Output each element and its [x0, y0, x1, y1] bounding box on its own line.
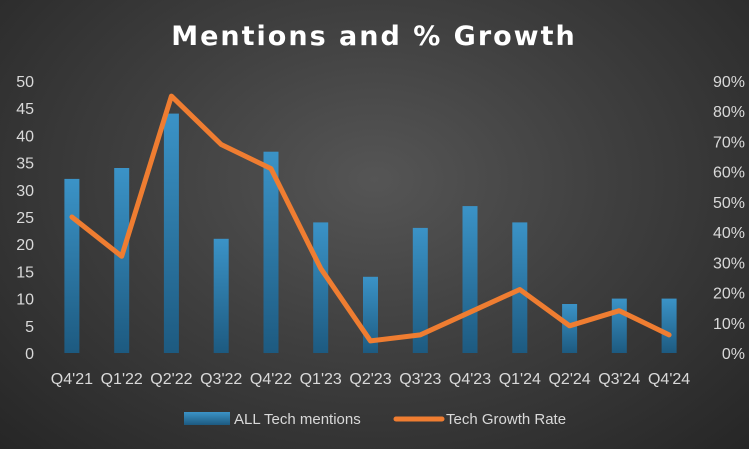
left-tick-label: 50: [16, 74, 34, 91]
left-tick-label: 45: [16, 101, 34, 118]
bar-2: [163, 113, 179, 353]
right-tick-label: 50%: [713, 195, 745, 212]
left-tick-label: 5: [25, 319, 34, 336]
x-tick-label: Q2'22: [150, 371, 192, 388]
legend-label-bars: ALL Tech mentions: [234, 411, 361, 428]
x-tick-label: Q4'24: [648, 371, 690, 388]
line-series: [69, 93, 672, 344]
x-tick-label: Q3'24: [598, 371, 640, 388]
left-tick-label: 25: [16, 210, 34, 227]
x-tick-label: Q2'23: [349, 371, 391, 388]
left-axis: 0 5 10 15 20 25 30 35 40 45 50: [16, 74, 34, 363]
x-tick-label: Q3'22: [200, 371, 242, 388]
left-tick-label: 0: [25, 346, 34, 363]
x-tick-label: Q1'23: [300, 371, 342, 388]
bar-10: [562, 304, 578, 353]
x-tick-label: Q4'22: [250, 371, 292, 388]
x-tick-label: Q4'23: [449, 371, 491, 388]
left-tick-label: 40: [16, 128, 34, 145]
bar-12: [661, 298, 677, 353]
right-tick-label: 40%: [713, 225, 745, 242]
bar-11: [611, 298, 627, 353]
bar-3: [213, 238, 229, 353]
bar-1: [114, 168, 130, 353]
x-tick-label: Q2'24: [548, 371, 590, 388]
x-axis: Q4'21 Q1'22 Q2'22 Q3'22 Q4'22 Q1'23 Q2'23 Q3'23…: [51, 371, 690, 388]
right-tick-label: 60%: [713, 165, 745, 182]
right-tick-label: 70%: [713, 134, 745, 151]
right-axis: 0% 10% 20% 30% 40% 50% 60% 70% 80% 90%: [713, 74, 745, 363]
left-tick-label: 10: [16, 292, 34, 309]
bar-4: [263, 151, 279, 353]
left-tick-label: 35: [16, 156, 34, 173]
x-tick-label: Q1'22: [101, 371, 143, 388]
right-tick-label: 90%: [713, 74, 745, 91]
bar-7: [412, 227, 428, 353]
left-tick-label: 15: [16, 264, 34, 281]
right-tick-label: 80%: [713, 104, 745, 121]
bar-5: [313, 222, 329, 353]
legend: ALL Tech mentions Tech Growth Rate: [184, 411, 566, 428]
right-tick-label: 10%: [713, 316, 745, 333]
legend-swatch-bars: [184, 412, 230, 425]
right-tick-label: 20%: [713, 286, 745, 303]
left-tick-label: 30: [16, 183, 34, 200]
x-tick-label: Q3'23: [399, 371, 441, 388]
right-tick-label: 30%: [713, 255, 745, 272]
x-tick-label: Q1'24: [499, 371, 541, 388]
x-tick-label: Q4'21: [51, 371, 93, 388]
bar-8: [462, 206, 478, 353]
chart-title: Mentions and % Growth: [171, 21, 577, 52]
left-tick-label: 20: [16, 237, 34, 254]
legend-label-line: Tech Growth Rate: [446, 411, 566, 428]
right-tick-label: 0%: [722, 346, 745, 363]
bar-0: [64, 178, 80, 353]
